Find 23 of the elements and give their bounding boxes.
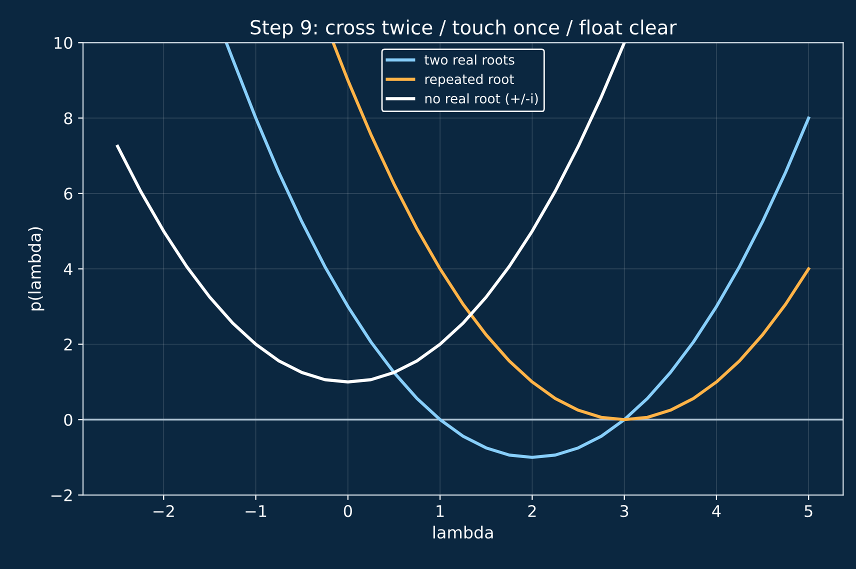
y-tick-label: −2 [51, 489, 72, 502]
x-tick-label: 5 [804, 505, 812, 518]
line-series [332, 42, 810, 422]
legend-label: repeated root [425, 74, 514, 87]
y-axis-title: p(lambda) [28, 227, 44, 310]
y-tick-label: 10 [54, 36, 72, 49]
line-series [224, 42, 810, 459]
legend-label: no real root (+/-i) [425, 93, 538, 106]
x-tick-label: 0 [344, 505, 352, 518]
y-tick-label: 6 [64, 188, 72, 200]
legend-label: two real roots [424, 54, 514, 65]
y-tick-label: 0 [64, 414, 72, 426]
x-tick-label: −1 [246, 505, 266, 517]
x-axis-title: lambda [433, 526, 493, 539]
x-tick-label: 4 [712, 505, 721, 517]
y-tick-label: 4 [64, 263, 72, 275]
y-tick-label: 2 [64, 338, 72, 350]
x-tick-label: 2 [528, 505, 536, 517]
x-tick-label: 3 [620, 505, 628, 518]
chart-title: Step 9: cross twice / touch once / float clear [250, 20, 677, 38]
x-tick-label: −2 [154, 505, 174, 517]
x-tick-label: 1 [436, 505, 444, 517]
y-tick-label: 8 [64, 112, 72, 124]
